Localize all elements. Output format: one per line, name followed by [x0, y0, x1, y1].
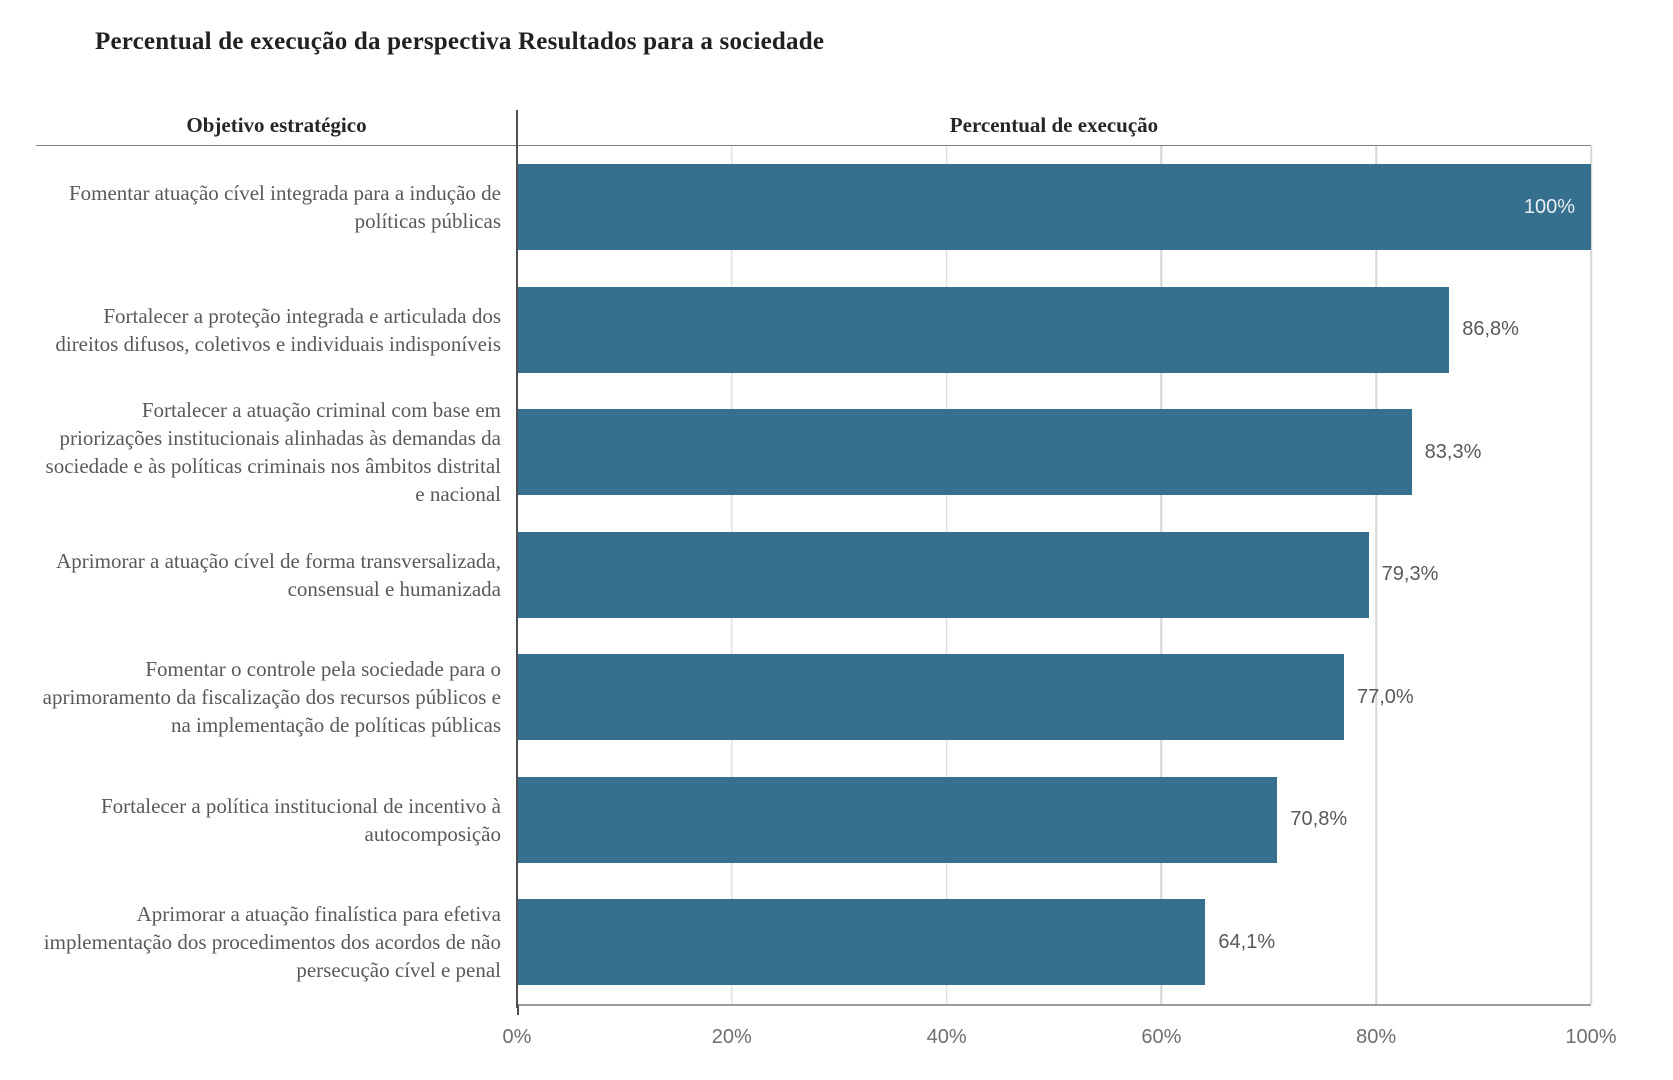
bar: [517, 531, 1369, 618]
value-label: 83,3%: [1424, 440, 1482, 463]
plot-area: Fomentar atuação cível integrada para a …: [36, 146, 1592, 1004]
x-axis-zero-tick: [517, 1005, 519, 1015]
table-header-row: Objetivo estratégico Percentual de execu…: [36, 110, 1591, 146]
gridline: [1590, 146, 1592, 1004]
bar: [517, 409, 1412, 496]
x-tick-label: 20%: [711, 1026, 752, 1048]
category-label: Aprimorar a atuação cível de forma trans…: [56, 548, 501, 601]
bar-chart: Objetivo estratégico Percentual de execu…: [36, 110, 1617, 1060]
bar-track: 64,1%: [517, 881, 1591, 1004]
category-label: Aprimorar a atuação finalística para efe…: [43, 902, 501, 983]
bar-row: Aprimorar a atuação cível de forma trans…: [36, 514, 1591, 637]
bar: [517, 899, 1206, 986]
zero-axis-divider-line: [516, 110, 518, 1008]
bar-track: 83,3%: [517, 391, 1591, 514]
bar-row: Aprimorar a atuação finalística para efe…: [36, 881, 1591, 1004]
bar-track: 77,0%: [517, 636, 1591, 759]
x-tick-label: 100%: [1565, 1026, 1617, 1048]
x-tick-label: 80%: [1356, 1026, 1397, 1048]
bar-track: 100%: [517, 146, 1591, 269]
bar-row: Fortalecer a atuação criminal com base e…: [36, 391, 1591, 514]
bar-row: Fomentar o controle pela sociedade para …: [36, 636, 1591, 759]
value-label: 77,0%: [1356, 685, 1414, 708]
bar: 100%: [517, 164, 1591, 251]
value-label: 86,8%: [1462, 318, 1519, 341]
value-label: 79,3%: [1381, 563, 1439, 586]
x-tick-label: 40%: [926, 1026, 967, 1048]
bar-track: 70,8%: [517, 759, 1591, 882]
x-tick-label: 60%: [1141, 1026, 1182, 1048]
bar-row: Fomentar atuação cível integrada para a …: [36, 146, 1591, 269]
bar: [517, 286, 1450, 373]
bar-track: 86,8%: [517, 269, 1591, 392]
value-label: 100%: [1523, 195, 1575, 218]
column-header-objetivo-estrategico: Objetivo estratégico: [186, 113, 367, 137]
category-label: Fortalecer a proteção integrada e articu…: [55, 303, 501, 356]
bar: [517, 776, 1278, 863]
bar: [517, 654, 1344, 741]
x-axis: 0% 20% 40% 60% 80% 100%: [503, 1004, 1617, 1060]
category-label: Fortalecer a política institucional de i…: [100, 793, 501, 846]
value-label: 64,1%: [1218, 930, 1276, 953]
category-label: Fortalecer a atuação criminal com base e…: [45, 398, 501, 507]
bar-row: Fortalecer a proteção integrada e articu…: [36, 269, 1591, 392]
bar-rows: Fomentar atuação cível integrada para a …: [36, 146, 1591, 1004]
category-label: Fomentar o controle pela sociedade para …: [42, 657, 501, 738]
chart-title: Percentual de execução da perspectiva Re…: [95, 28, 825, 55]
x-tick-label: 0%: [502, 1026, 532, 1048]
bar-row: Fortalecer a política institucional de i…: [36, 759, 1591, 882]
category-label: Fomentar atuação cível integrada para a …: [68, 181, 501, 234]
gridline: [1375, 146, 1377, 1004]
bar-track: 79,3%: [517, 514, 1591, 637]
value-label: 70,8%: [1290, 808, 1348, 831]
column-header-percentual-execucao: Percentual de execução: [949, 113, 1159, 137]
